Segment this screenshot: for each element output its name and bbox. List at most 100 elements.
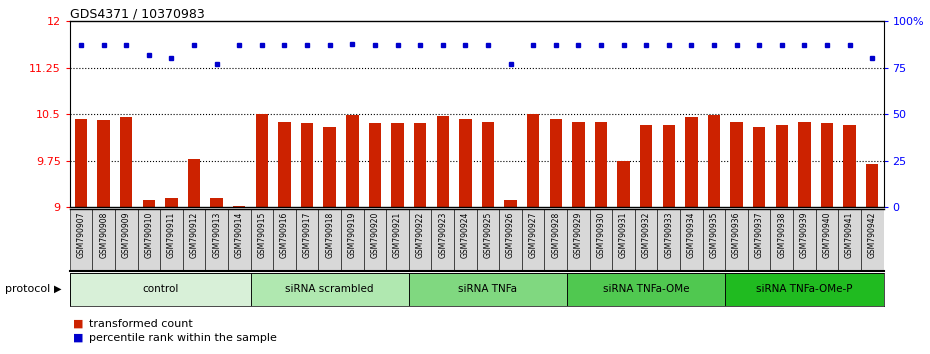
Bar <box>256 114 268 207</box>
Bar <box>522 209 544 271</box>
Bar <box>188 159 200 207</box>
Bar <box>341 209 364 271</box>
Bar <box>273 209 296 271</box>
Bar <box>166 198 178 207</box>
Bar <box>725 209 748 271</box>
Bar <box>725 273 883 306</box>
Text: GSM790913: GSM790913 <box>212 212 221 258</box>
Text: GSM790908: GSM790908 <box>100 212 108 258</box>
Text: siRNA TNFa: siRNA TNFa <box>458 284 517 295</box>
Text: GSM790927: GSM790927 <box>528 212 538 258</box>
Bar <box>590 209 612 271</box>
Text: GSM790919: GSM790919 <box>348 212 357 258</box>
Bar <box>861 209 884 271</box>
Text: GSM790931: GSM790931 <box>619 212 628 258</box>
Bar <box>770 209 793 271</box>
Text: GSM790932: GSM790932 <box>642 212 651 258</box>
Bar <box>233 206 246 207</box>
Text: GSM790930: GSM790930 <box>596 212 605 258</box>
Bar <box>318 209 341 271</box>
Text: GSM790912: GSM790912 <box>190 212 199 258</box>
Text: transformed count: transformed count <box>89 319 193 329</box>
Bar <box>98 120 110 207</box>
Text: GSM790914: GSM790914 <box>234 212 244 258</box>
Text: GSM790917: GSM790917 <box>302 212 312 258</box>
Bar <box>482 122 494 207</box>
Text: GSM790926: GSM790926 <box>506 212 515 258</box>
Text: GSM790915: GSM790915 <box>258 212 266 258</box>
Bar <box>324 127 336 207</box>
Bar <box>798 122 811 207</box>
Bar <box>409 273 567 306</box>
Bar <box>730 122 743 207</box>
Bar <box>635 209 658 271</box>
Bar <box>278 122 291 207</box>
Bar <box>821 124 833 207</box>
Text: GSM790924: GSM790924 <box>461 212 470 258</box>
Bar <box>386 209 409 271</box>
Bar <box>250 273 409 306</box>
Bar <box>409 209 432 271</box>
Bar <box>499 209 522 271</box>
Bar <box>436 116 449 207</box>
Bar <box>816 209 838 271</box>
Text: ■: ■ <box>73 333 83 343</box>
Text: GSM790923: GSM790923 <box>438 212 447 258</box>
Bar <box>115 209 138 271</box>
Text: siRNA TNFa-OMe-P: siRNA TNFa-OMe-P <box>756 284 853 295</box>
Bar <box>432 209 454 271</box>
Bar <box>567 209 590 271</box>
Text: GSM790911: GSM790911 <box>167 212 176 258</box>
Text: GSM790916: GSM790916 <box>280 212 289 258</box>
Text: ■: ■ <box>73 319 83 329</box>
Text: ▶: ▶ <box>54 284 61 294</box>
Text: GSM790936: GSM790936 <box>732 212 741 258</box>
Bar <box>680 209 703 271</box>
Text: GSM790922: GSM790922 <box>416 212 425 258</box>
Text: GSM790928: GSM790928 <box>551 212 560 258</box>
Text: siRNA TNFa-OMe: siRNA TNFa-OMe <box>603 284 689 295</box>
Bar <box>708 115 720 207</box>
Bar <box>120 116 132 207</box>
Bar <box>74 119 87 207</box>
Text: protocol: protocol <box>5 284 50 294</box>
Text: GSM790929: GSM790929 <box>574 212 583 258</box>
Bar <box>138 209 160 271</box>
Bar <box>866 164 879 207</box>
Bar <box>250 209 273 271</box>
Text: GSM790934: GSM790934 <box>687 212 696 258</box>
Text: control: control <box>142 284 179 295</box>
Bar <box>364 209 386 271</box>
Bar <box>640 125 652 207</box>
Bar <box>748 209 770 271</box>
Text: GSM790933: GSM790933 <box>664 212 673 258</box>
Text: GSM790939: GSM790939 <box>800 212 809 258</box>
Bar <box>228 209 250 271</box>
Text: GSM790938: GSM790938 <box>777 212 786 258</box>
Text: GSM790921: GSM790921 <box>393 212 402 258</box>
Text: GSM790920: GSM790920 <box>370 212 379 258</box>
Text: siRNA scrambled: siRNA scrambled <box>286 284 374 295</box>
Text: GSM790907: GSM790907 <box>76 212 86 258</box>
Bar <box>527 114 539 207</box>
Text: percentile rank within the sample: percentile rank within the sample <box>89 333 277 343</box>
Bar <box>454 209 476 271</box>
Bar <box>206 209 228 271</box>
Bar <box>550 119 562 207</box>
Bar <box>183 209 206 271</box>
Text: GSM790918: GSM790918 <box>326 212 334 258</box>
Bar <box>753 127 765 207</box>
Bar <box>662 125 675 207</box>
Bar <box>301 123 313 207</box>
Bar <box>160 209 183 271</box>
Bar <box>572 122 585 207</box>
Bar <box>392 124 404 207</box>
Bar <box>838 209 861 271</box>
Bar <box>776 125 788 207</box>
Text: GSM790910: GSM790910 <box>144 212 153 258</box>
Bar <box>414 124 426 207</box>
Text: GDS4371 / 10370983: GDS4371 / 10370983 <box>70 7 205 20</box>
Bar <box>346 115 359 207</box>
Bar <box>658 209 680 271</box>
Bar <box>793 209 816 271</box>
